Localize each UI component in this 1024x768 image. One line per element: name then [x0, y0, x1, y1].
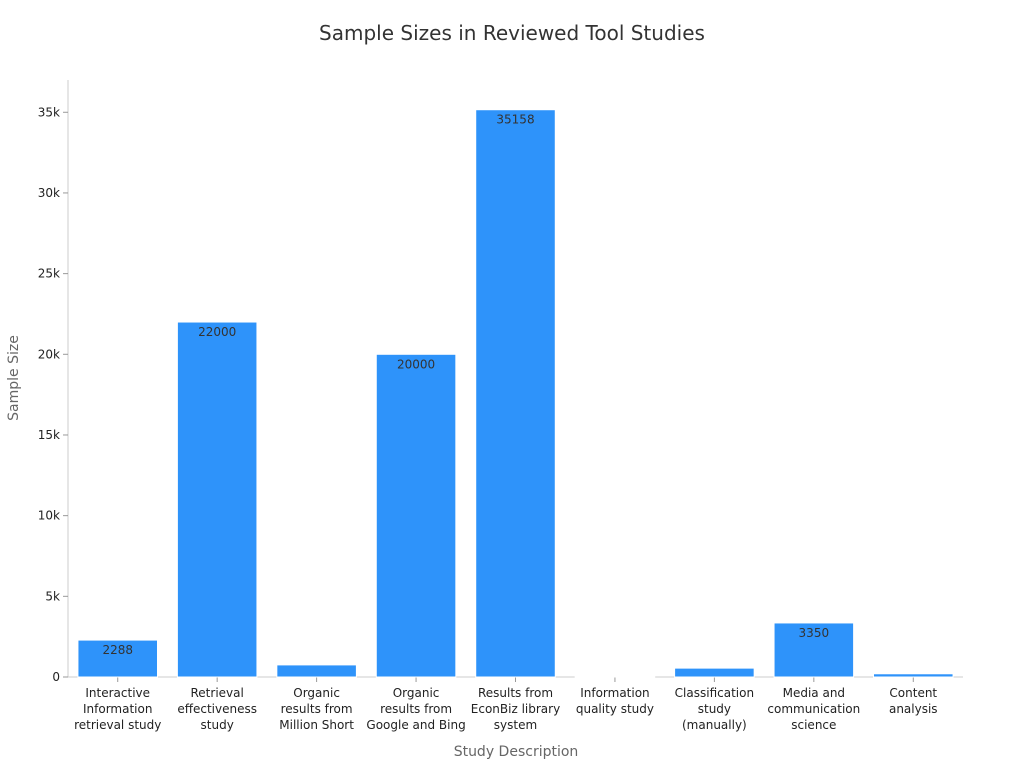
x-tick-label: Information quality study: [576, 686, 654, 716]
bar: [873, 673, 954, 678]
data-label: 35158: [496, 113, 534, 127]
x-tick-label-line: quality study: [576, 702, 654, 716]
y-tick-label: 30k: [38, 186, 60, 200]
x-tick-label: Organic results from Google and Bing: [366, 686, 465, 732]
x-tick-label-line: system: [494, 718, 537, 732]
x-tick-label: Interactive Information retrieval study: [74, 686, 161, 732]
data-label: 2288: [102, 643, 133, 657]
x-tick-label: Content analysis: [889, 686, 938, 716]
bar: [77, 639, 158, 678]
x-tick-label-line: analysis: [889, 702, 938, 716]
bar: [773, 622, 855, 678]
y-tick-label: 10k: [38, 509, 60, 523]
chart-title: Sample Sizes in Reviewed Tool Studies: [319, 21, 705, 45]
y-tick-label: 15k: [38, 428, 60, 442]
y-tick-label: 20k: [38, 347, 60, 361]
x-tick-label-line: Interactive: [85, 686, 150, 700]
x-tick-label-line: Media and: [783, 686, 845, 700]
x-tick-label: Classification study (manually): [675, 686, 754, 732]
data-label: 3350: [799, 626, 830, 640]
x-tick-label-line: Million Short: [279, 718, 354, 732]
x-tick-label-line: Information: [83, 702, 152, 716]
x-tick-label-line: EconBiz library: [471, 702, 560, 716]
bar: [574, 675, 656, 678]
y-tick-label: 0: [52, 670, 60, 684]
x-tick-label-line: Organic: [293, 686, 340, 700]
x-tick-label-line: Google and Bing: [366, 718, 465, 732]
x-tick-label: Organic results from Million Short: [279, 686, 354, 732]
bar: [475, 109, 556, 678]
y-tick-label: 5k: [45, 589, 60, 603]
data-label: 20000: [397, 357, 435, 371]
bar: [176, 321, 258, 678]
x-tick-label-line: results from: [281, 702, 353, 716]
y-tick-label: 25k: [38, 267, 60, 281]
x-tick-label-line: results from: [380, 702, 452, 716]
x-tick-label: Media and communication science: [767, 686, 860, 732]
x-tick-label-line: science: [791, 718, 836, 732]
bar: [674, 667, 755, 678]
bar: [276, 664, 357, 678]
x-tick-label: Results from EconBiz library system: [471, 686, 560, 732]
x-tick-label-line: study: [201, 718, 234, 732]
x-tick-label-line: Information: [580, 686, 649, 700]
bar: [375, 353, 457, 678]
x-tick-label-line: study: [698, 702, 731, 716]
x-tick-label-line: (manually): [682, 718, 747, 732]
x-axis-title: Study Description: [454, 744, 579, 760]
bars: [77, 109, 954, 678]
x-tick-label: Retrieval effectiveness study: [177, 686, 257, 732]
data-label: 22000: [198, 325, 236, 339]
x-tick-label-line: Classification: [675, 686, 754, 700]
x-tick-label-line: retrieval study: [74, 718, 161, 732]
y-tick-label: 35k: [38, 105, 60, 119]
labels: Interactive Information retrieval study 228…: [74, 113, 938, 732]
x-tick-label-line: Content: [889, 686, 937, 700]
x-tick-label-line: Organic: [393, 686, 440, 700]
x-tick-label-line: communication: [767, 702, 860, 716]
x-tick-label-line: effectiveness: [177, 702, 257, 716]
x-tick-label-line: Results from: [478, 686, 553, 700]
y-axis-title: Sample Size: [6, 335, 22, 421]
x-tick-label-line: Retrieval: [191, 686, 244, 700]
